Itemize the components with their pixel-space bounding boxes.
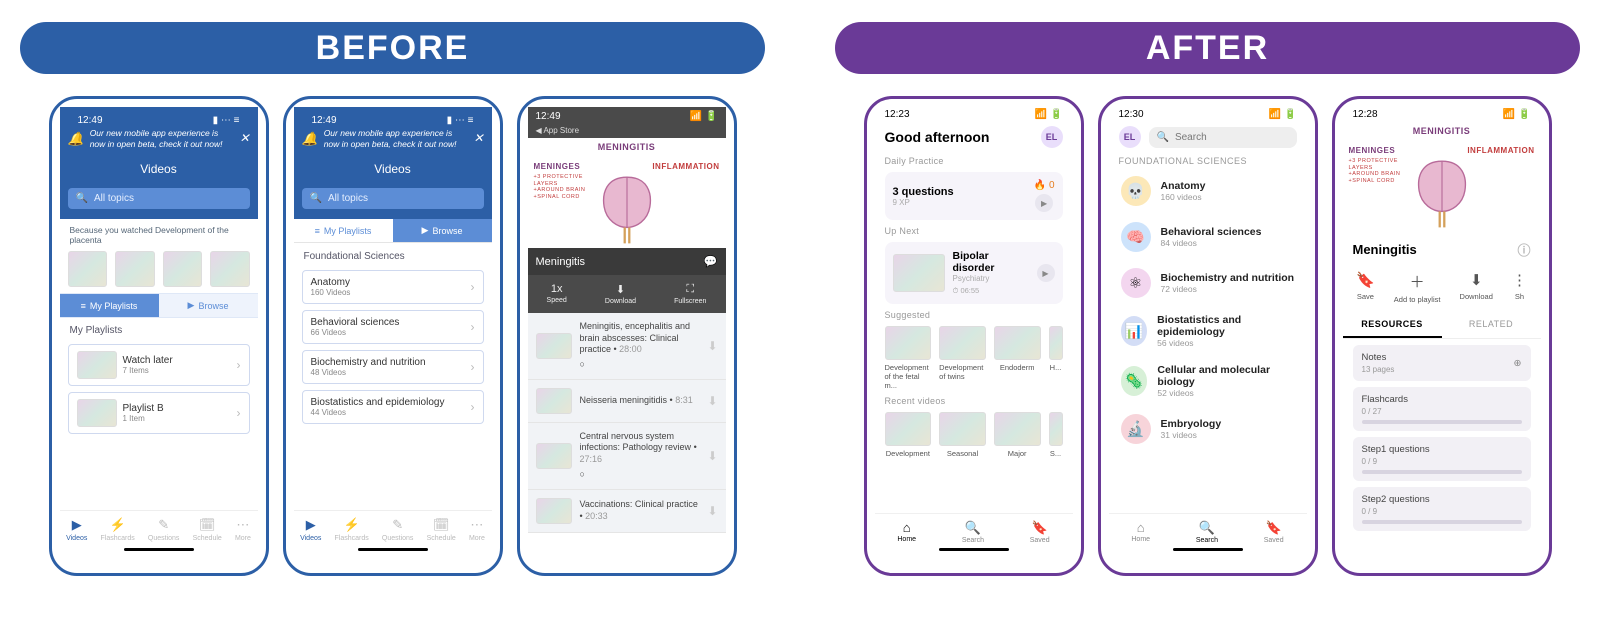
bottom-nav: ▶Videos ⚡Flashcards ✎Questions 🗓Schedule…	[60, 510, 258, 544]
nav-home[interactable]: ⌂Home	[1131, 520, 1150, 544]
after-panel: AFTER 12:23📶 🔋 Good afternoonEL Daily Pr…	[835, 22, 1580, 576]
suggested-item[interactable]: H...	[1049, 326, 1063, 390]
subject-item[interactable]: Biochemistry and nutrition48 Videos›	[302, 350, 484, 384]
search-icon: 🔍	[1157, 132, 1169, 143]
search-icon: 🔍	[310, 193, 322, 204]
resource-item[interactable]: Step2 questions0 / 9	[1353, 487, 1531, 531]
video-list-item[interactable]: Neisseria meningitidis • 8:31⬇	[528, 380, 726, 423]
nav-saved[interactable]: 🔖Saved	[1264, 520, 1284, 544]
tab-browse[interactable]: ▶ Browse	[159, 294, 258, 317]
video-list-item[interactable]: Meningitis, encephalitis and brain absce…	[528, 313, 726, 380]
after-phone-3: 12:28📶 🔋 MENINGITIS MENINGES INFLAMMATIO…	[1332, 96, 1552, 576]
video-title: Meningitis	[1353, 242, 1417, 257]
search-input[interactable]: 🔍 All topics	[68, 188, 250, 209]
subject-item[interactable]: 🦠Cellular and molecular biology52 videos	[1109, 356, 1307, 406]
status-icons: ▮ ⋯ ≡	[213, 115, 240, 126]
clock: 12:49	[78, 115, 103, 126]
subject-item[interactable]: 💀Anatomy160 videos	[1109, 168, 1307, 214]
resource-item[interactable]: Step1 questions0 / 9	[1353, 437, 1531, 481]
subject-item[interactable]: 📊Biostatistics and epidemiology56 videos	[1109, 306, 1307, 356]
suggested-item[interactable]: Development of twins	[939, 326, 986, 390]
nav-search[interactable]: 🔍Search	[962, 520, 984, 544]
chevron-right-icon: ›	[237, 406, 241, 420]
chat-icon[interactable]: 💬	[704, 255, 718, 268]
nav-more[interactable]: ⋯More	[235, 517, 251, 542]
nav-questions[interactable]: ✎Questions	[148, 517, 180, 542]
bell-icon: 🔔	[68, 131, 84, 148]
close-icon[interactable]: ✕	[239, 131, 249, 147]
greeting: Good afternoon	[885, 129, 990, 145]
tab-browse[interactable]: ▶ Browse	[393, 219, 492, 242]
before-banner: BEFORE	[20, 22, 765, 74]
play-icon: ▶	[1037, 264, 1055, 282]
up-next-card[interactable]: Bipolar disorderPsychiatry⏱ 06:55 ▶	[885, 242, 1063, 304]
before-panel: BEFORE 12:49 ▮ ⋯ ≡ 🔔 Our new mobile app e…	[20, 22, 765, 576]
subject-item[interactable]: 🔬Embryology31 videos	[1109, 406, 1307, 452]
add-playlist-action[interactable]: ＋Add to playlist	[1394, 271, 1441, 304]
subjects-label: Foundational Sciences	[294, 243, 492, 264]
play-icon: ▶	[1035, 194, 1053, 212]
video-title: Meningitis	[536, 256, 586, 268]
subject-item[interactable]: Anatomy160 Videos›	[302, 270, 484, 304]
bell-icon: 🔔	[302, 131, 318, 148]
video-illustration: MENINGITIS MENINGES INFLAMMATION +3 PROT…	[528, 138, 726, 248]
download-icon: ⊕	[1514, 358, 1522, 369]
tab-my-playlists[interactable]: ≡ My Playlists	[60, 294, 159, 317]
download-control[interactable]: ⬇Download	[605, 283, 636, 305]
nav-flashcards[interactable]: ⚡Flashcards	[101, 517, 135, 542]
video-illustration: MENINGITIS MENINGES INFLAMMATION +3 PROT…	[1343, 122, 1541, 232]
nav-search[interactable]: 🔍Search	[1196, 520, 1218, 544]
resource-item[interactable]: Notes13 pages⊕	[1353, 345, 1531, 381]
daily-practice-card[interactable]: 3 questions9 XP 🔥 0▶	[885, 172, 1063, 220]
save-action[interactable]: 🔖Save	[1356, 271, 1375, 304]
tab-resources[interactable]: RESOURCES	[1343, 312, 1442, 338]
fullscreen-control[interactable]: ⛶Fullscreen	[674, 283, 706, 305]
search-icon: 🔍	[76, 193, 88, 204]
playlist-item[interactable]: Watch later7 Items ›	[68, 344, 250, 386]
video-list-item[interactable]: Vaccinations: Clinical practice • 20:33⬇	[528, 490, 726, 533]
before-phone-2: 12:49▮ ⋯ ≡ 🔔 Our new mobile app experien…	[283, 96, 503, 576]
download-action[interactable]: ⬇Download	[1460, 271, 1493, 304]
download-icon: ⬇	[707, 339, 717, 353]
because-label: Because you watched Development of the p…	[60, 219, 258, 247]
nav-saved[interactable]: 🔖Saved	[1030, 520, 1050, 544]
videos-title: Videos	[68, 162, 250, 176]
nav-home[interactable]: ⌂Home	[897, 520, 916, 544]
tab-my-playlists[interactable]: ≡ My Playlists	[294, 219, 393, 242]
after-phone-2: 12:30📶 🔋 EL 🔍Search FOUNDATIONAL SCIENCE…	[1098, 96, 1318, 576]
subject-item[interactable]: Behavioral sciences66 Videos›	[302, 310, 484, 344]
daily-practice-label: Daily Practice	[875, 154, 1073, 168]
search-input[interactable]: 🔍All topics	[302, 188, 484, 209]
video-list-item[interactable]: Central nervous system infections: Patho…	[528, 423, 726, 490]
app-store-back[interactable]: ◀ App Store	[528, 126, 726, 138]
suggested-item[interactable]: Development of the fetal m...	[885, 326, 932, 390]
my-playlists-label: My Playlists	[60, 318, 258, 338]
resource-item[interactable]: Flashcards0 / 27	[1353, 387, 1531, 431]
subject-item[interactable]: Biostatistics and epidemiology44 Videos›	[302, 390, 484, 424]
info-icon[interactable]: ⓘ	[1517, 240, 1530, 259]
subject-item[interactable]: 🧠Behavioral sciences84 videos	[1109, 214, 1307, 260]
close-icon[interactable]: ✕	[473, 131, 483, 147]
avatar[interactable]: EL	[1119, 126, 1141, 148]
before-phone-3: 12:49📶 🔋 ◀ App Store MENINGITIS MENINGES…	[517, 96, 737, 576]
after-banner: AFTER	[835, 22, 1580, 74]
avatar[interactable]: EL	[1041, 126, 1063, 148]
subject-item[interactable]: ⚛Biochemistry and nutrition72 videos	[1109, 260, 1307, 306]
after-phone-1: 12:23📶 🔋 Good afternoonEL Daily Practice…	[864, 96, 1084, 576]
suggested-item[interactable]: Endoderm	[994, 326, 1041, 390]
before-phone-1: 12:49 ▮ ⋯ ≡ 🔔 Our new mobile app experien…	[49, 96, 269, 576]
share-action[interactable]: ⋮Sh	[1512, 271, 1527, 304]
search-input[interactable]: 🔍Search	[1149, 127, 1297, 148]
chevron-right-icon: ›	[237, 358, 241, 372]
playlist-item[interactable]: Playlist B1 Item ›	[68, 392, 250, 434]
tab-related[interactable]: RELATED	[1442, 312, 1541, 338]
notice-text: Our new mobile app experience is now in …	[90, 128, 234, 150]
nav-videos[interactable]: ▶Videos	[66, 517, 87, 542]
nav-schedule[interactable]: 🗓Schedule	[193, 517, 222, 542]
speed-control[interactable]: 1xSpeed	[547, 283, 567, 305]
